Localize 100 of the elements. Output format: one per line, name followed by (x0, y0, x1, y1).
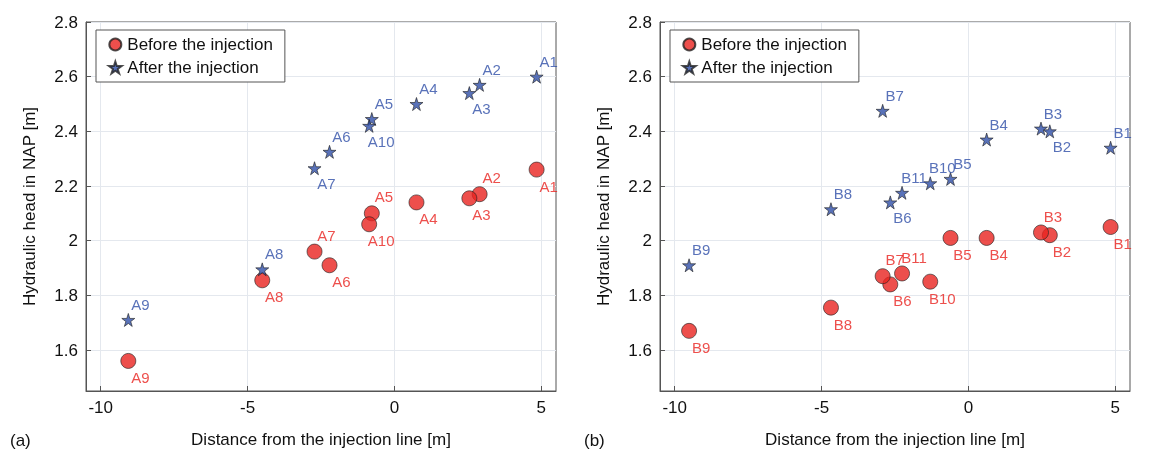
data-label: B4 (989, 245, 1008, 263)
x-tick-label: 5 (536, 398, 547, 417)
point (120, 353, 137, 369)
x-axis-title: Distance from the injection line [m] (765, 430, 1025, 449)
point (307, 161, 322, 176)
point (322, 144, 337, 159)
data-label: B6 (893, 209, 912, 227)
y-tick-label: 1.6 (54, 340, 78, 360)
y-tick-label: 2 (642, 231, 652, 251)
data-label: A10 (367, 232, 395, 250)
y-tick-label: 1.8 (628, 285, 652, 305)
point (528, 161, 545, 178)
point (472, 77, 487, 92)
data-label: B6 (893, 292, 912, 310)
point (461, 190, 478, 207)
point (894, 265, 910, 282)
data-label: B3 (1043, 104, 1063, 122)
legend-label: Before the injection (701, 35, 847, 54)
point (883, 195, 898, 210)
data-label: A5 (374, 95, 393, 113)
y-tick-label: 2.2 (628, 176, 652, 196)
data-label: A4 (419, 210, 438, 228)
data-label: A5 (374, 188, 393, 206)
data-label: A3 (472, 206, 491, 224)
data-label: B3 (1043, 207, 1063, 225)
data-label: A6 (332, 127, 351, 145)
data-label: B7 (885, 86, 904, 104)
text: (a) (10, 431, 31, 450)
data-label: B1 (1113, 234, 1132, 252)
data-label: B8 (833, 185, 853, 203)
data-label: B10 (928, 289, 956, 307)
point (1103, 140, 1118, 155)
x-tick-label: -10 (88, 398, 113, 417)
data-label: A7 (317, 226, 336, 244)
data-label: A8 (265, 288, 284, 306)
data-label: B8 (833, 315, 853, 333)
x-tick-label: -5 (814, 398, 830, 417)
data-label: A7 (317, 175, 336, 193)
point (682, 258, 696, 273)
point (408, 194, 425, 211)
data-label: A2 (482, 169, 501, 187)
y-tick-label: 1.8 (54, 285, 78, 305)
x-tick-label: -10 (662, 398, 687, 417)
data-label: A3 (472, 99, 491, 117)
point (1034, 121, 1048, 136)
point (874, 268, 891, 285)
data-label: B1 (1113, 123, 1132, 141)
x-tick-label: 0 (963, 398, 974, 417)
data-label: B5 (953, 245, 972, 263)
y-tick-label: 2.8 (54, 12, 78, 32)
data-label: A8 (265, 245, 284, 263)
point (1102, 219, 1119, 235)
point (895, 185, 909, 200)
point (922, 273, 939, 290)
data-label: A1 (539, 177, 558, 195)
point (462, 86, 477, 100)
data-label: B2 (1052, 243, 1071, 261)
y-tick-label: 2.6 (628, 67, 652, 87)
point (875, 103, 890, 118)
y-tick-label: 2.4 (628, 121, 652, 141)
data-label: A1 (539, 52, 558, 70)
point (978, 230, 995, 246)
data-label: B9 (691, 338, 711, 356)
x-tick-label: -5 (240, 398, 256, 417)
point (306, 243, 323, 260)
point (823, 299, 839, 316)
data-label: A2 (482, 60, 501, 78)
point (1033, 224, 1049, 241)
legend-label: Before the injection (127, 35, 273, 54)
point (824, 202, 838, 217)
x-axis-title: Distance from the injection line [m] (191, 430, 451, 449)
data-label: A6 (332, 273, 351, 291)
point (321, 257, 338, 274)
y-tick-label: 2.8 (628, 12, 652, 32)
y-axis-title: Hydraulic head in NAP [m] (594, 106, 613, 307)
data-label: A9 (131, 368, 150, 386)
y-tick-label: 2 (68, 231, 78, 251)
data-label: B9 (691, 241, 711, 259)
y-tick-label: 2.6 (54, 67, 78, 87)
text: (b) (584, 431, 605, 450)
legend-label: After the injection (701, 58, 833, 77)
data-label: A4 (419, 80, 438, 98)
data-label: B2 (1052, 138, 1071, 156)
y-axis-title: Hydraulic head in NAP [m] (20, 106, 39, 307)
point (681, 322, 697, 339)
point (942, 230, 959, 246)
y-tick-label: 1.6 (628, 340, 652, 360)
point (1042, 124, 1057, 139)
point (361, 216, 378, 233)
data-label: B4 (989, 115, 1008, 133)
y-tick-label: 2.4 (54, 121, 78, 141)
data-label: B11 (901, 248, 927, 266)
point (529, 69, 544, 84)
x-tick-label: 5 (1110, 398, 1121, 417)
y-tick-label: 2.2 (54, 176, 78, 196)
point (255, 262, 270, 277)
data-label: A9 (131, 296, 150, 314)
point (409, 97, 424, 111)
data-label: A10 (367, 132, 395, 150)
point (362, 118, 377, 133)
